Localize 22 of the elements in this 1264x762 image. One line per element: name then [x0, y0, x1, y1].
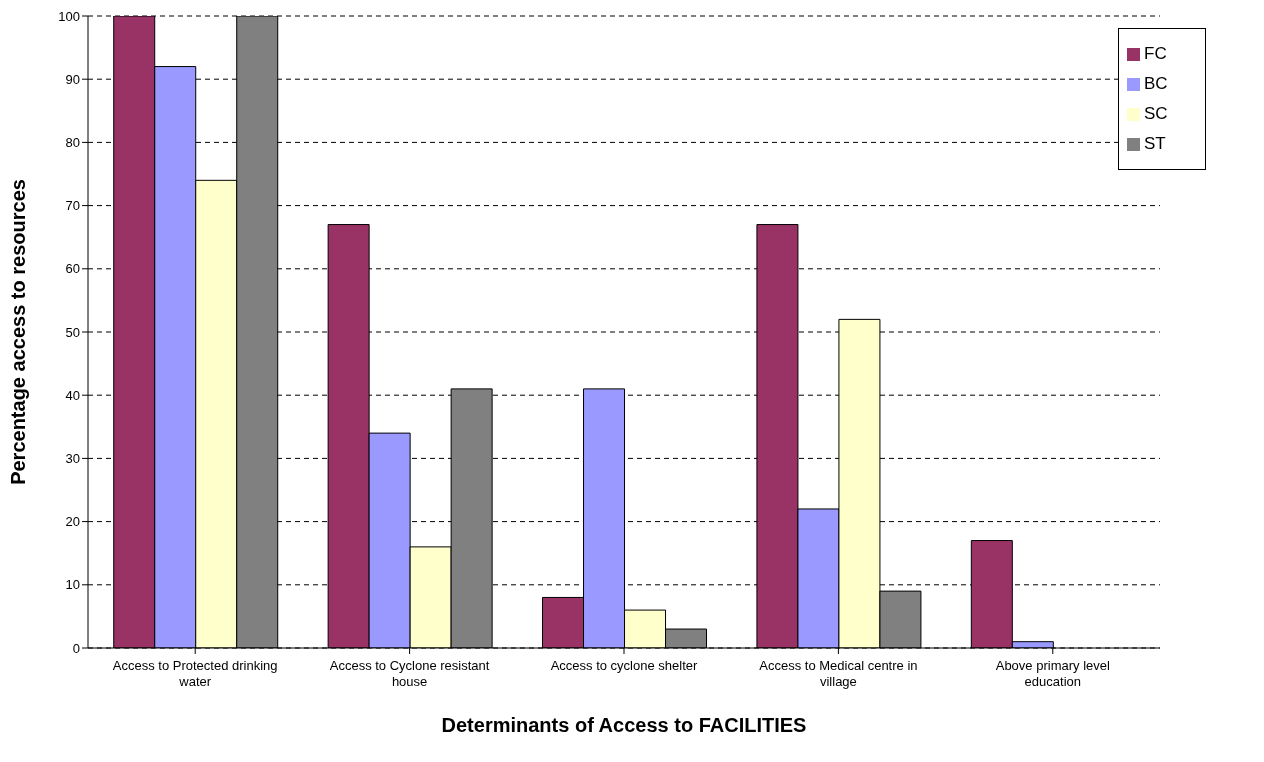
y-tick-label: 80 — [65, 135, 80, 151]
x-tick-label: Access to Cyclone resistant house — [329, 658, 490, 689]
x-tick-label: Access to cyclone shelter — [550, 658, 698, 673]
y-tick-label: 30 — [65, 451, 80, 467]
y-tick-label: 50 — [65, 324, 80, 340]
y-tick-label: 100 — [58, 8, 80, 24]
legend-label: ST — [1144, 134, 1166, 153]
x-axis-title: Determinants of Access to FACILITIES — [441, 714, 807, 737]
y-tick-label: 70 — [65, 198, 80, 214]
y-tick-label: 40 — [65, 387, 80, 403]
y-tick-label: 60 — [65, 261, 80, 277]
legend-label: BC — [1144, 74, 1168, 93]
y-tick-label: 90 — [65, 71, 80, 87]
y-tick-label: 0 — [72, 640, 80, 656]
y-tick-label: 20 — [65, 514, 80, 530]
y-axis-title: Percentage access to resources — [7, 179, 30, 485]
x-tick-label: Access to Medical centre in village — [759, 658, 918, 689]
x-tick-label: Access to Protected drinking water — [112, 658, 278, 689]
x-tick-label: Above primary level education — [995, 658, 1110, 689]
legend-label: FC — [1144, 44, 1167, 63]
y-tick-label: 10 — [65, 577, 80, 593]
legend-label: SC — [1144, 104, 1168, 123]
